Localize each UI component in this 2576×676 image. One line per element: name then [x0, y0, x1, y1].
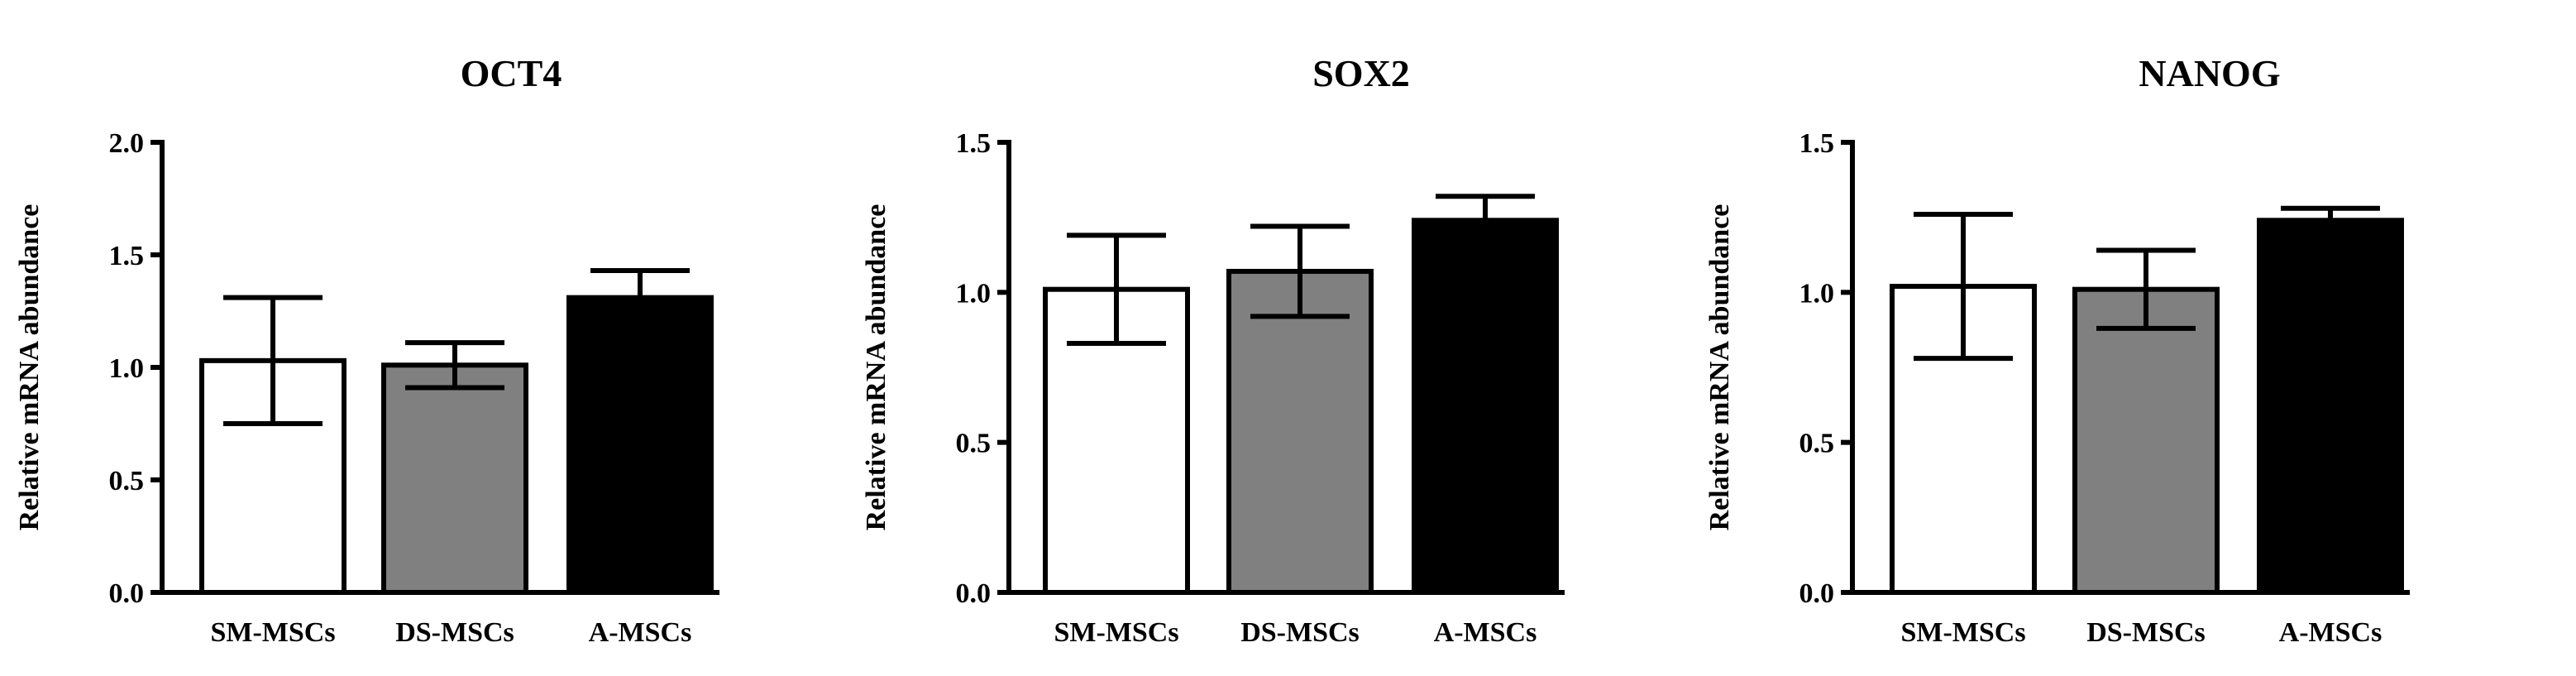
chart-title: SOX2: [1312, 52, 1410, 94]
x-tick-label: SM-MSCs: [1900, 617, 2025, 648]
bar-ds-mscs: [1226, 268, 1374, 595]
y-tick-label: 0.0: [109, 578, 145, 609]
y-tick-label: 0.5: [109, 466, 145, 496]
y-tick-label: 0.0: [956, 578, 992, 609]
y-axis-label: Relative mRNA abundance: [861, 204, 891, 531]
x-tick-label: SM-MSCs: [1054, 617, 1178, 648]
x-tick-label: SM-MSCs: [210, 617, 335, 648]
y-tick-label: 1.5: [1799, 128, 1835, 159]
error-bar-ds-mscs: [2096, 247, 2196, 331]
bar-ds-mscs: [2072, 286, 2220, 595]
bar-ds-mscs: [381, 362, 528, 595]
error-bar-sm-mscs: [1914, 212, 2013, 362]
y-tick-label: 1.5: [956, 128, 992, 159]
error-bar-a-mscs: [2281, 205, 2380, 235]
chart-title: NANOG: [2139, 52, 2280, 94]
y-tick-label: 0.5: [956, 429, 992, 459]
error-bar-a-mscs: [590, 268, 690, 328]
x-tick-label: A-MSCs: [1434, 617, 1537, 648]
chart-panel-sox2: SOX2 Relative mRNA abundance SM-MSCs DS-MSC…: [861, 52, 1565, 648]
bar-a-mscs: [1412, 218, 1559, 595]
y-axis-label: Relative mRNA abundance: [1704, 204, 1735, 531]
x-tick-label: DS-MSCs: [2086, 617, 2206, 648]
x-tick-label: DS-MSCs: [395, 617, 514, 648]
error-bar-ds-mscs: [1250, 223, 1350, 319]
chart-panel-nanog: NANOG Relative mRNA abundance SM-MSCs DS-MS…: [1704, 52, 2410, 648]
bar-a-mscs: [2257, 218, 2404, 595]
error-bar-sm-mscs: [1067, 233, 1166, 346]
x-tick-label: DS-MSCs: [1240, 617, 1360, 648]
y-tick-label: 1.0: [956, 278, 992, 309]
y-tick-label: 1.0: [1799, 278, 1835, 309]
x-tick-label: A-MSCs: [589, 617, 692, 648]
y-tick-label: 1.5: [109, 241, 145, 271]
x-tick-label: A-MSCs: [2279, 617, 2382, 648]
bar-a-mscs: [566, 295, 714, 595]
error-bar-ds-mscs: [405, 340, 504, 391]
error-bar-sm-mscs: [223, 295, 323, 426]
y-axis-label: Relative mRNA abundance: [14, 204, 45, 531]
y-tick-label: 1.0: [109, 353, 145, 384]
y-tick-label: 0.0: [1799, 578, 1835, 609]
chart-title: OCT4: [461, 52, 562, 94]
y-tick-label: 2.0: [109, 128, 145, 159]
y-tick-label: 0.5: [1799, 429, 1835, 459]
chart-panel-oct4: OCT4 Relative mRNA abundance SM-MSCs DS-MSC…: [14, 52, 719, 648]
error-bar-a-mscs: [1436, 194, 1535, 247]
